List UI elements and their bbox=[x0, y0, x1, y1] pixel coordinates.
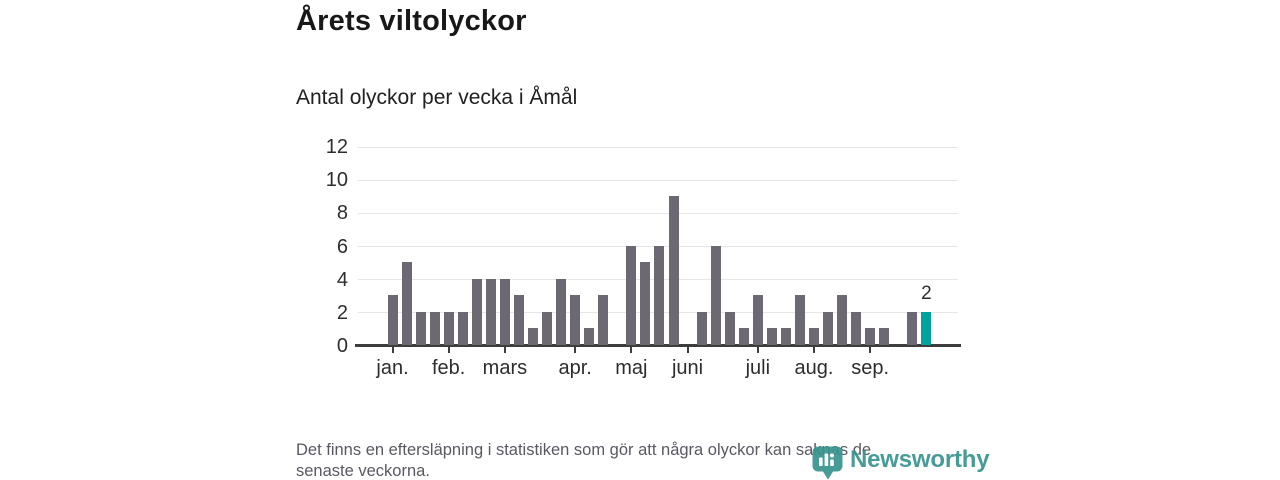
bar-week-23 bbox=[696, 311, 707, 345]
x-axis-tick-jan bbox=[391, 347, 394, 353]
x-axis-tick-sep bbox=[869, 347, 872, 353]
gridline-y-8 bbox=[358, 212, 958, 214]
y-axis-label-12: 12 bbox=[325, 136, 348, 158]
bar-week-27 bbox=[752, 295, 763, 345]
bar-week-6 bbox=[457, 311, 468, 345]
x-axis-tick-mars bbox=[503, 347, 506, 353]
footnote-line-2: senaste veckorna. bbox=[296, 462, 430, 480]
bar-week-30 bbox=[794, 295, 805, 345]
bar-week-1 bbox=[387, 295, 398, 345]
x-axis-label-mars: mars bbox=[482, 357, 528, 379]
newsworthy-logo-text: Newsworthy bbox=[850, 446, 990, 473]
gridline-y-12 bbox=[358, 146, 958, 148]
bar-chart-plot-area: 0 2 4 6 8 10 12 jan. feb. mars apr. maj juni juli aug.… bbox=[326, 136, 961, 379]
bar-week-3 bbox=[415, 311, 426, 345]
gridline-y-10 bbox=[358, 179, 958, 181]
y-axis-label-2: 2 bbox=[336, 301, 348, 324]
bar-week-16 bbox=[598, 295, 609, 345]
bar-week-7 bbox=[471, 278, 482, 345]
bar-week-36 bbox=[879, 328, 890, 345]
bar-week-38 bbox=[907, 311, 918, 345]
x-axis-label-sep: sep. bbox=[851, 357, 890, 379]
bar-week-33 bbox=[837, 295, 848, 345]
bar-week-29 bbox=[780, 328, 791, 345]
x-axis-tick-apr bbox=[574, 347, 577, 353]
bar-week-25 bbox=[724, 311, 735, 345]
x-axis-label-maj: maj bbox=[615, 357, 648, 379]
bar-week-18 bbox=[626, 245, 637, 345]
footnote-line-1: Det finns en eftersläpning i statistiken… bbox=[296, 441, 872, 459]
y-axis-label-8: 8 bbox=[336, 202, 348, 225]
highlighted-bar-value-label: 2 bbox=[921, 282, 932, 304]
x-axis-tick-aug bbox=[813, 347, 815, 353]
bar-week-14 bbox=[570, 295, 581, 345]
y-axis-label-6: 6 bbox=[336, 235, 348, 258]
bar-week-24 bbox=[710, 245, 721, 345]
bar-week-4 bbox=[429, 311, 440, 345]
newsworthy-logo-icon bbox=[812, 446, 843, 480]
bar-week-26 bbox=[738, 328, 749, 345]
bar-week-39-highlighted bbox=[921, 311, 932, 345]
bar-week-28 bbox=[766, 328, 777, 345]
bar-week-21 bbox=[668, 195, 679, 345]
bar-week-35 bbox=[865, 328, 876, 345]
bar-week-20 bbox=[654, 245, 665, 345]
bar-week-34 bbox=[851, 311, 862, 345]
chart-subtitle: Antal olyckor per vecka i Åmål bbox=[296, 86, 578, 109]
bar-week-31 bbox=[809, 328, 819, 345]
y-axis-label-10: 10 bbox=[325, 169, 348, 192]
x-axis-label-juli: juli bbox=[745, 357, 771, 379]
x-axis-tick-juni bbox=[686, 347, 689, 353]
bar-week-19 bbox=[640, 262, 651, 345]
bar-week-15 bbox=[584, 328, 595, 345]
x-axis-label-jan: jan. bbox=[376, 357, 409, 379]
bar-week-10 bbox=[513, 295, 524, 345]
footnote: Det finns en eftersläpning i statistiken… bbox=[296, 440, 986, 480]
x-axis-tick-feb bbox=[447, 347, 450, 353]
y-axis-label-4: 4 bbox=[336, 268, 348, 291]
bar-week-12 bbox=[542, 311, 553, 345]
bar-week-13 bbox=[556, 278, 567, 345]
bar-week-11 bbox=[528, 328, 538, 345]
x-axis-tick-maj bbox=[630, 347, 633, 353]
x-axis-label-aug: aug. bbox=[794, 357, 834, 379]
page-title: Årets viltolyckor bbox=[296, 5, 527, 37]
x-axis-line bbox=[355, 344, 961, 347]
x-axis-label-juni: juni bbox=[671, 357, 704, 379]
y-axis-label-0: 0 bbox=[336, 335, 348, 357]
bar-week-5 bbox=[443, 311, 454, 345]
x-axis-tick-juli bbox=[756, 347, 759, 353]
bar-week-2 bbox=[401, 262, 412, 345]
newsworthy-logo: Newsworthy bbox=[811, 445, 990, 480]
bar-week-9 bbox=[499, 278, 510, 345]
x-axis-label-feb: feb. bbox=[432, 357, 466, 379]
bar-week-8 bbox=[485, 278, 496, 345]
bar-week-32 bbox=[823, 311, 834, 345]
x-axis-label-apr: apr. bbox=[558, 357, 592, 379]
